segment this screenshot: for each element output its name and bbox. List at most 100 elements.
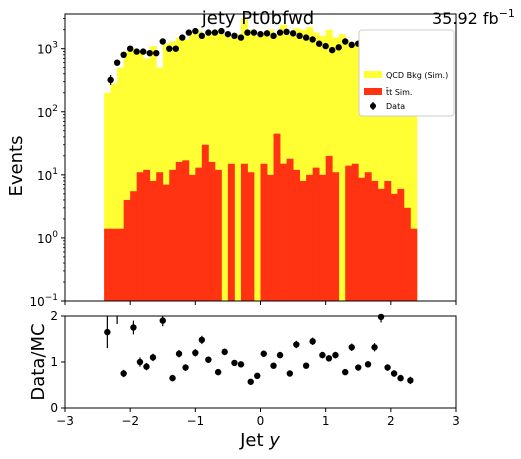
ratio-point bbox=[348, 344, 355, 351]
ratio-point bbox=[276, 351, 284, 359]
ttbar-histogram bbox=[104, 133, 418, 301]
ratio-point bbox=[270, 362, 277, 369]
qcd-bar bbox=[162, 43, 170, 301]
data-point bbox=[153, 49, 160, 57]
ratio-point bbox=[254, 372, 261, 379]
ttbar-bar bbox=[247, 172, 255, 301]
ratio-point bbox=[371, 344, 378, 351]
ratio-point bbox=[205, 356, 212, 363]
ratio-point bbox=[309, 338, 316, 345]
qcd-bar bbox=[253, 35, 261, 301]
data-point bbox=[250, 29, 258, 36]
ttbar-bar bbox=[403, 207, 411, 301]
data-point bbox=[140, 48, 147, 55]
qcd-bar bbox=[123, 51, 131, 301]
ttbar-bar bbox=[325, 155, 333, 301]
legend-swatch bbox=[364, 88, 382, 95]
events-axis-label: Events bbox=[6, 136, 27, 197]
y-tick-label: 103 bbox=[37, 41, 58, 57]
ttbar-bar bbox=[390, 193, 398, 301]
ratio-point bbox=[390, 370, 398, 377]
ttbar-bar bbox=[117, 228, 125, 301]
ttbar-bar bbox=[273, 133, 281, 301]
y-tick-label: 101 bbox=[37, 167, 58, 183]
data-point bbox=[335, 44, 342, 51]
data-point bbox=[126, 45, 134, 52]
ttbar-bar bbox=[384, 180, 392, 301]
legend: QCD Bkg (Sim.) t̄t Sim. Data bbox=[358, 29, 455, 117]
ttbar-bar bbox=[364, 172, 372, 301]
qcd-bar bbox=[371, 48, 379, 301]
qcd-bar bbox=[332, 37, 340, 301]
data-point bbox=[257, 30, 264, 38]
data-point bbox=[276, 29, 284, 36]
qcd-bar bbox=[338, 34, 346, 301]
qcd-bar bbox=[247, 29, 255, 302]
ttbar-bar bbox=[208, 161, 216, 301]
ttbar-bar bbox=[175, 161, 183, 301]
ratio-point bbox=[149, 354, 157, 361]
qcd-bar bbox=[214, 29, 222, 302]
qcd-bar bbox=[240, 18, 248, 302]
data-point bbox=[218, 27, 225, 35]
ttbar-bar bbox=[267, 174, 274, 301]
data-point bbox=[113, 59, 121, 66]
data-point bbox=[179, 34, 186, 41]
data-point bbox=[289, 30, 297, 37]
ratio-point bbox=[130, 324, 137, 331]
luminosity-label: 35.92 fb−1 bbox=[432, 7, 515, 28]
ratio-panel: 0 1 2 −3 −2 −1 0 1 2 3 bbox=[50, 309, 459, 428]
ratio-point bbox=[286, 370, 294, 377]
ttbar-bar bbox=[182, 160, 190, 301]
ttbar-bar bbox=[169, 169, 177, 301]
qcd-bar bbox=[130, 48, 138, 301]
x-tick-label: 1 bbox=[322, 414, 330, 428]
events-panel: 10−1 100 101 102 103 bbox=[29, 13, 457, 309]
ttbar-bar bbox=[156, 172, 164, 301]
ratio-point bbox=[364, 361, 372, 368]
ttbar-bar bbox=[286, 158, 294, 301]
x-tick-label: 2 bbox=[387, 414, 395, 428]
ratio-points bbox=[104, 313, 414, 385]
ratio-point bbox=[407, 377, 414, 384]
ratio-point bbox=[120, 370, 127, 377]
qcd-bar bbox=[403, 62, 411, 301]
ratio-point bbox=[247, 378, 254, 385]
ttbar-bar bbox=[377, 188, 385, 301]
luminosity-exponent: −1 bbox=[499, 7, 515, 20]
y-tick-label: 10−1 bbox=[29, 293, 58, 309]
ttbar-bar bbox=[214, 169, 222, 301]
x-axis-label-text: Jet bbox=[239, 430, 269, 451]
qcd-bar bbox=[110, 83, 118, 302]
data-point bbox=[342, 38, 349, 45]
ttbar-bar bbox=[201, 144, 209, 301]
ratio-point bbox=[175, 350, 183, 357]
qcd-bar bbox=[312, 32, 320, 301]
ttbar-bar bbox=[123, 199, 131, 301]
qcd-bar bbox=[319, 35, 327, 301]
legend-label: QCD Bkg (Sim.) bbox=[386, 71, 448, 80]
qcd-bar bbox=[384, 48, 392, 301]
ratio-point bbox=[260, 350, 267, 357]
ttbar-bar bbox=[410, 228, 418, 301]
ratio-point bbox=[169, 374, 176, 382]
ttbar-bar bbox=[188, 174, 196, 301]
data-point bbox=[166, 45, 173, 52]
plot-title: jety Pt0bfwd bbox=[201, 8, 314, 29]
qcd-bar bbox=[306, 27, 314, 302]
data-point bbox=[244, 29, 251, 36]
data-point bbox=[283, 28, 290, 36]
x-tick-label: −1 bbox=[186, 414, 204, 428]
ratio-point bbox=[319, 351, 326, 359]
ttbar-bar bbox=[227, 163, 235, 301]
ratio-point bbox=[293, 341, 300, 348]
ratio-y-tick-label: 0 bbox=[50, 401, 58, 415]
qcd-bar bbox=[358, 39, 366, 301]
qcd-bar bbox=[188, 34, 196, 301]
legend-label: t̄t Sim. bbox=[385, 87, 412, 97]
ttbar-bar bbox=[358, 177, 366, 301]
data-point bbox=[237, 34, 245, 41]
data-point bbox=[315, 40, 323, 47]
ratio-y-tick-label: 2 bbox=[50, 309, 58, 323]
ttbar-bar bbox=[240, 163, 248, 301]
